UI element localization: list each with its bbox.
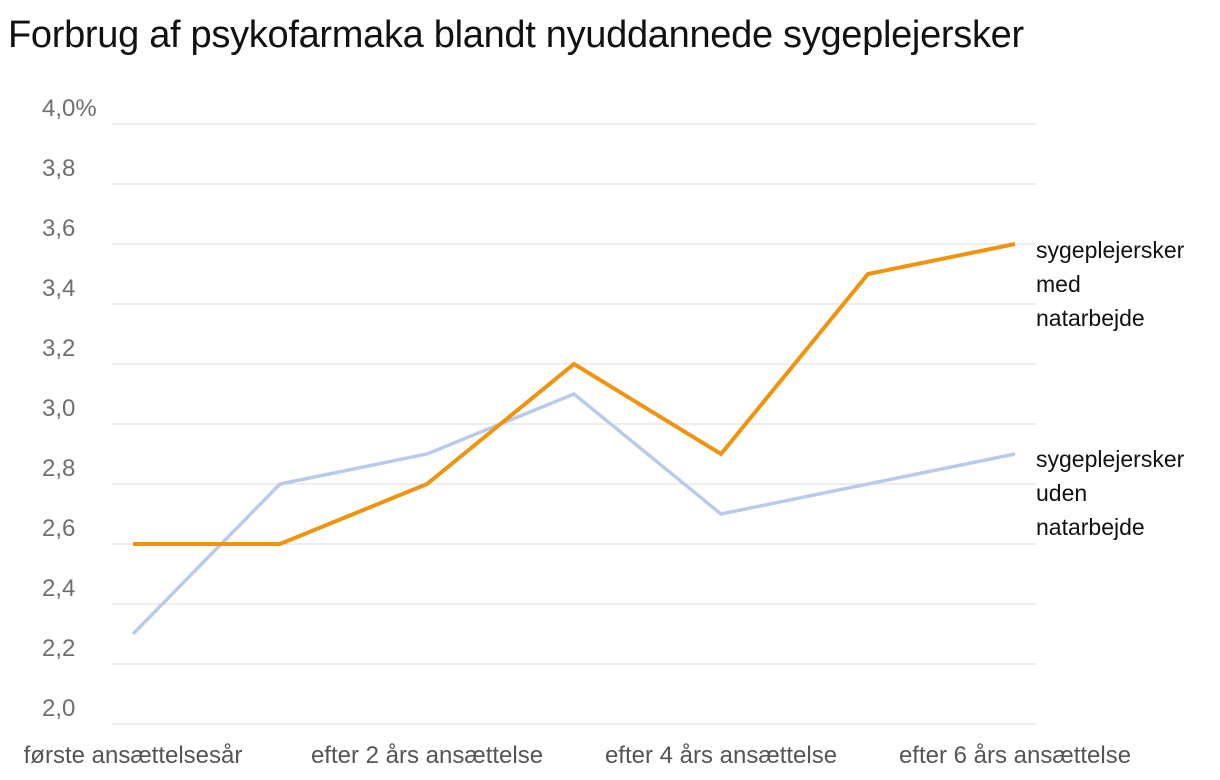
y-tick-label: 3,6 <box>42 215 75 242</box>
y-tick-label: 2,6 <box>42 515 75 542</box>
x-tick-label: efter 4 års ansættelse <box>605 742 837 769</box>
series-label: med <box>1036 271 1081 297</box>
series-label: sygeplejersker <box>1036 446 1185 472</box>
series-lines <box>131 242 1016 636</box>
y-tick-label: 4,0% <box>42 95 97 122</box>
y-tick-label: 3,4 <box>42 275 75 302</box>
series-label: sygeplejersker <box>1036 237 1185 263</box>
x-tick-label: første ansættelsesår <box>24 742 243 769</box>
x-tick-label: efter 2 års ansættelse <box>311 742 543 769</box>
chart-title: Forbrug af psykofarmaka blandt nyuddanne… <box>8 14 1024 56</box>
y-axis-ticks: 2,0 2,2 2,4 2,6 2,8 3,0 3,2 3,4 3,6 3,8 4,0% <box>42 95 97 722</box>
series-line-1 <box>131 391 1016 636</box>
y-tick-label: 3,8 <box>42 155 75 182</box>
y-tick-label: 2,0 <box>42 695 75 722</box>
y-tick-label: 3,2 <box>42 335 75 362</box>
gridlines <box>112 123 1036 725</box>
series-label: natarbejde <box>1036 514 1145 540</box>
y-tick-label: 2,2 <box>42 635 75 662</box>
series-labels: sygeplejersker med natarbejde sygeplejerske… <box>1036 237 1185 540</box>
y-tick-label: 3,0 <box>42 395 75 422</box>
y-tick-label: 2,4 <box>42 575 75 602</box>
x-tick-label: efter 6 års ansættelse <box>899 742 1131 769</box>
series-label: uden <box>1036 480 1087 506</box>
y-tick-label: 2,8 <box>42 455 75 482</box>
series-label: natarbejde <box>1036 305 1145 331</box>
x-axis-ticks: første ansættelsesår efter 2 års ansættel… <box>24 742 1131 769</box>
